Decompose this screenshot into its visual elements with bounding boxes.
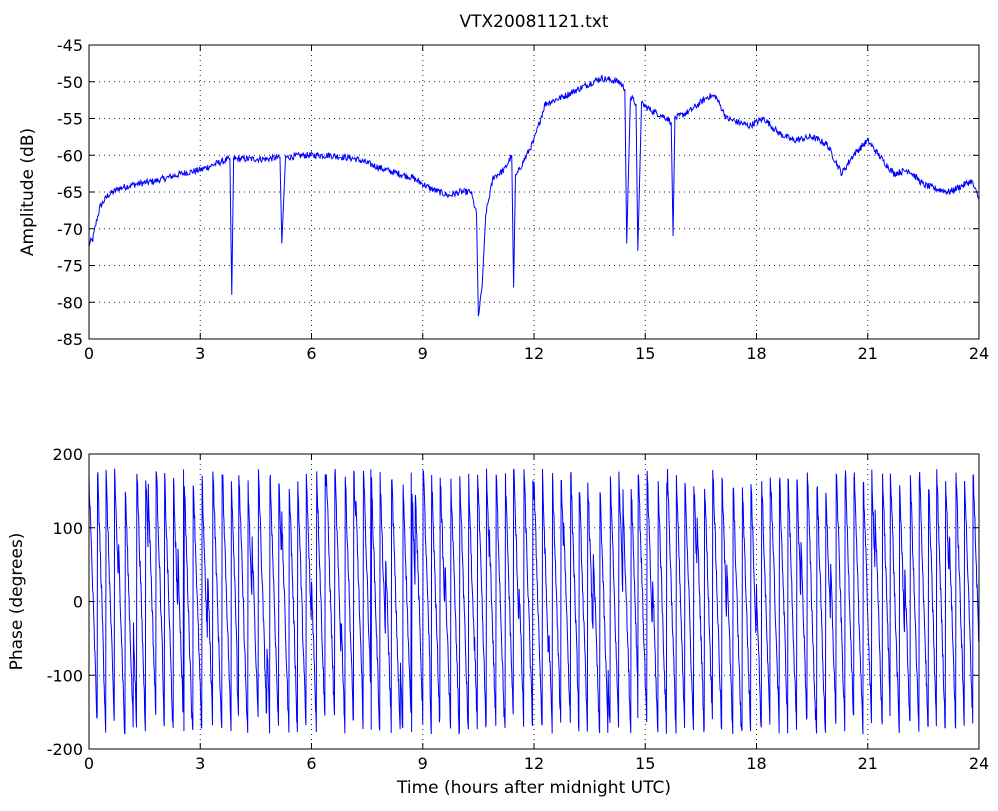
x-tick-label: 21 <box>858 754 878 773</box>
x-tick-label: 21 <box>858 344 878 363</box>
amplitude-series-line <box>88 74 980 317</box>
x-tick-label: 12 <box>524 344 544 363</box>
x-tick-label: 18 <box>746 754 766 773</box>
x-tick-label: 9 <box>418 754 428 773</box>
x-tick-label: 0 <box>84 754 94 773</box>
x-tick-label: 3 <box>195 754 205 773</box>
y-tick-label: -85 <box>57 330 83 349</box>
x-tick-label: 18 <box>746 344 766 363</box>
phase-series-line <box>88 468 980 735</box>
y-tick-label: -70 <box>57 220 83 239</box>
y-tick-label: -100 <box>47 666 83 685</box>
phase-chart: 0 3 6 9 12 15 18 21 24 200 100 0 -100 -200 Phase (degr… <box>7 445 989 798</box>
y-tick-label: -55 <box>57 110 83 129</box>
phase-x-axis-title: Time (hours after midnight UTC) <box>396 778 671 798</box>
x-tick-label: 6 <box>306 344 316 363</box>
y-tick-label: -60 <box>57 146 83 165</box>
y-tick-label: -45 <box>57 36 83 55</box>
x-tick-label: 0 <box>84 344 94 363</box>
y-tick-label: -65 <box>57 183 83 202</box>
x-tick-label: 12 <box>524 754 544 773</box>
phase-y-axis-title: Phase (degrees) <box>7 533 27 671</box>
y-tick-label: 200 <box>52 445 83 464</box>
x-tick-label: 24 <box>969 754 989 773</box>
amplitude-chart: 0 3 6 9 12 15 18 21 24 -45 -50 -55 -60 -65 -70 -75 -80 -8… <box>18 36 989 363</box>
figure-title: VTX20081121.txt <box>460 12 609 32</box>
y-tick-label: 0 <box>73 593 83 612</box>
y-tick-label: -80 <box>57 293 83 312</box>
x-tick-label: 24 <box>969 344 989 363</box>
y-tick-label: 100 <box>52 519 83 538</box>
y-tick-label: -75 <box>57 257 83 276</box>
amplitude-y-axis-title: Amplitude (dB) <box>18 128 38 256</box>
x-tick-label: 6 <box>306 754 316 773</box>
y-tick-label: -50 <box>57 73 83 92</box>
x-tick-label: 15 <box>635 754 655 773</box>
x-tick-label: 15 <box>635 344 655 363</box>
x-tick-label: 9 <box>418 344 428 363</box>
y-tick-label: -200 <box>47 740 83 759</box>
x-tick-label: 3 <box>195 344 205 363</box>
